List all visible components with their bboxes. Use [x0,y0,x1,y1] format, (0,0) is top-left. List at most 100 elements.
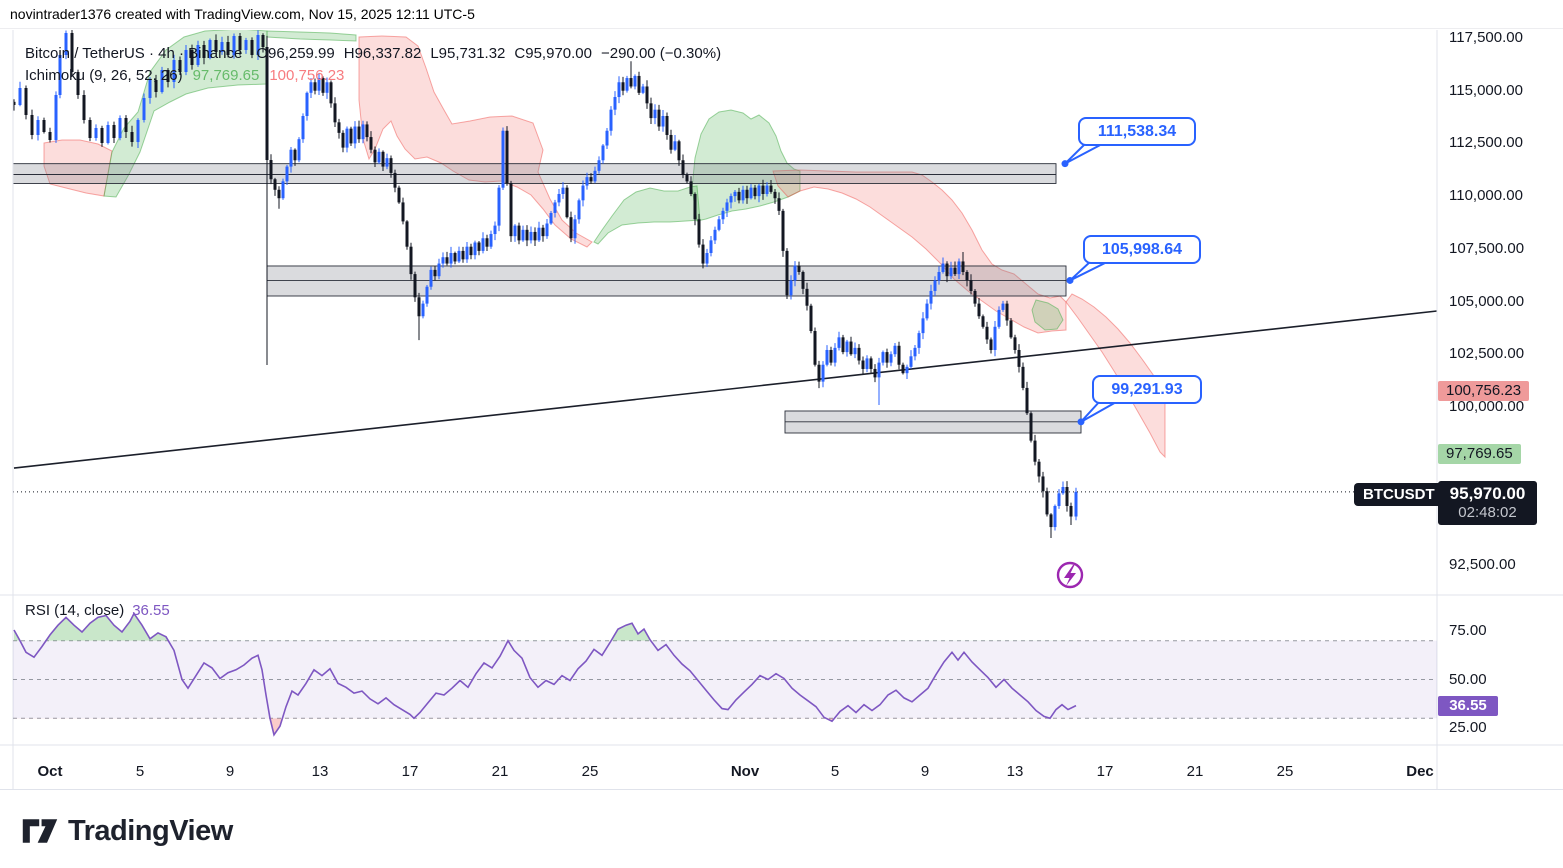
candle-down[interactable] [453,253,457,262]
candle-down[interactable] [785,250,789,296]
price-callout[interactable]: 99,291.93 [1092,375,1202,404]
candle-down[interactable] [961,261,965,272]
candle-down[interactable] [565,187,569,218]
candle-up[interactable] [877,362,881,378]
candle-down[interactable] [505,130,509,184]
candle-up[interactable] [741,189,745,201]
candle-down[interactable] [341,132,345,148]
candle-down[interactable] [293,149,297,161]
candle-up[interactable] [949,267,953,277]
candle-up[interactable] [837,337,841,348]
price-axis-tick[interactable]: 107,500.00 [1449,239,1525,257]
candle-up[interactable] [36,120,40,136]
candle-up[interactable] [733,191,737,197]
candle-down[interactable] [777,198,781,211]
candle-up[interactable] [729,196,733,203]
candle-down[interactable] [130,131,134,143]
candle-down[interactable] [637,75,641,93]
candle-down[interactable] [469,246,473,256]
candle-down[interactable] [945,263,949,277]
candle-up[interactable] [457,250,461,262]
candle-up[interactable] [481,238,485,251]
candle-down[interactable] [445,257,449,264]
candle-down[interactable] [389,158,393,173]
price-axis-tick[interactable]: 102,500.00 [1449,345,1525,363]
candle-up[interactable] [721,210,725,220]
candle-up[interactable] [244,40,248,50]
candle-up[interactable] [1074,491,1078,517]
ichimoku-legend-title[interactable]: Ichimoku (9, 26, 52, 26) [25,67,183,84]
candle-down[interactable] [697,219,701,245]
candle-down[interactable] [417,297,421,317]
candle-up[interactable] [136,120,140,143]
candle-down[interactable] [42,120,46,132]
candle-up[interactable] [717,219,721,230]
candle-up[interactable] [725,202,729,211]
candle-down[interactable] [381,151,385,167]
price-callout[interactable]: 105,998.64 [1083,235,1201,264]
time-axis-label[interactable]: 9 [920,763,930,780]
rsi-legend[interactable]: RSI (14, close) 36.55 [25,602,170,619]
candle-down[interactable] [685,175,689,182]
time-axis-label[interactable]: 9 [225,763,235,780]
candle-up[interactable] [54,95,58,141]
candle-up[interactable] [361,124,365,140]
candle-up[interactable] [220,42,224,52]
candle-down[interactable] [1017,349,1021,367]
candle-up[interactable] [285,166,289,182]
candle-down[interactable] [485,238,489,247]
candle-up[interactable] [529,231,533,241]
candle-up[interactable] [377,151,381,163]
candle-down[interactable] [369,137,373,150]
candle-down[interactable] [1005,303,1009,321]
candle-down[interactable] [701,244,705,264]
candle-down[interactable] [965,271,969,281]
rsi-axis-tick[interactable]: 50.00 [1449,670,1487,688]
candle-up[interactable] [889,354,893,363]
candle-down[interactable] [897,345,901,365]
candle-down[interactable] [397,187,401,203]
candle-down[interactable] [569,217,573,239]
candle-down[interactable] [1033,440,1037,462]
time-axis-label[interactable]: 17 [401,763,419,780]
candle-down[interactable] [112,124,116,139]
price-axis-tick[interactable]: 115,000.00 [1449,81,1523,99]
zone-box[interactable] [266,265,1067,297]
candle-up[interactable] [1001,303,1005,310]
time-axis-label[interactable]: Nov [730,763,760,780]
candle-down[interactable] [769,185,773,192]
candle-down[interactable] [321,78,325,93]
candle-up[interactable] [661,115,665,127]
candle-up[interactable] [865,358,869,369]
candle-up[interactable] [425,286,429,304]
candle-down[interactable] [861,360,865,369]
candle-down[interactable] [277,189,281,199]
candle-up[interactable] [441,257,445,264]
candle-down[interactable] [1029,413,1033,441]
candle-up[interactable] [617,82,621,98]
candle-down[interactable] [753,187,757,197]
candle-down[interactable] [82,95,86,121]
candle-down[interactable] [349,128,353,144]
candle-up[interactable] [713,229,717,241]
candle-up[interactable] [449,253,453,264]
candle-down[interactable] [76,72,80,96]
candle-up[interactable] [106,124,110,143]
candle-up[interactable] [493,225,497,235]
ichimoku-legend[interactable]: Ichimoku (9, 26, 52, 26) 97,769.65 100,756… [25,65,344,87]
candle-down[interactable] [261,35,265,48]
candle-up[interactable] [993,326,997,350]
candle-down[interactable] [1065,487,1069,506]
candle-up[interactable] [309,82,313,93]
time-axis-label[interactable]: 13 [311,763,329,780]
candle-up[interactable] [521,229,525,241]
candle-down[interactable] [214,40,218,52]
candle-up[interactable] [673,141,677,150]
candle-up[interactable] [609,109,613,131]
candle-down[interactable] [677,141,681,161]
candle-up[interactable] [385,158,389,167]
candle-up[interactable] [941,263,945,272]
candle-up[interactable] [94,127,98,139]
candle-up[interactable] [142,97,146,121]
candle-up[interactable] [881,352,885,363]
